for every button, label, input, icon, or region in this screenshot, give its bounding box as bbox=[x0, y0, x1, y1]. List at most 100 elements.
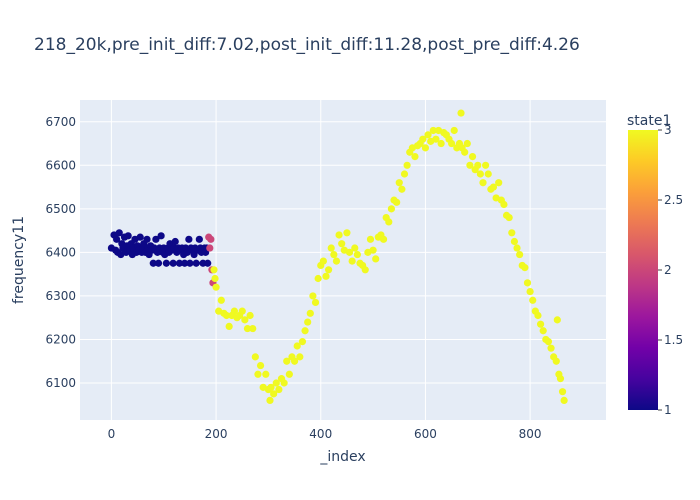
data-point bbox=[523, 279, 532, 287]
data-point bbox=[510, 237, 519, 246]
data-point bbox=[283, 357, 291, 365]
data-point bbox=[185, 235, 193, 243]
data-point bbox=[210, 266, 218, 274]
data-point bbox=[192, 259, 200, 267]
x-tick-label: 0 bbox=[108, 427, 116, 441]
data-point bbox=[419, 135, 427, 143]
x-tick-label: 800 bbox=[519, 427, 542, 441]
data-point bbox=[411, 152, 419, 161]
data-point bbox=[204, 259, 212, 267]
data-point bbox=[195, 235, 203, 243]
data-point bbox=[241, 316, 249, 324]
data-point bbox=[175, 259, 184, 267]
data-point bbox=[474, 161, 482, 169]
data-point bbox=[298, 338, 307, 346]
data-point bbox=[275, 385, 283, 394]
data-point bbox=[225, 322, 233, 330]
data-point bbox=[327, 244, 335, 252]
data-point bbox=[143, 235, 151, 243]
data-point bbox=[516, 250, 524, 259]
data-point bbox=[186, 259, 194, 267]
data-point bbox=[484, 170, 492, 178]
data-point bbox=[393, 198, 401, 206]
data-point bbox=[270, 390, 278, 398]
data-point bbox=[290, 357, 299, 365]
x-tick-label: 400 bbox=[309, 427, 332, 441]
data-point bbox=[395, 179, 403, 187]
data-point bbox=[424, 131, 432, 139]
data-point bbox=[249, 324, 257, 333]
data-point bbox=[330, 250, 338, 259]
data-point bbox=[322, 272, 330, 280]
data-point bbox=[421, 144, 430, 152]
data-point bbox=[468, 152, 477, 161]
colorbar-tick-label: 1.5 bbox=[664, 333, 683, 347]
data-point bbox=[243, 324, 252, 333]
x-tick-labels: 0 200 400 600 800 bbox=[108, 427, 542, 441]
data-point bbox=[526, 287, 534, 296]
data-point bbox=[211, 274, 219, 283]
data-point bbox=[296, 353, 304, 361]
data-point bbox=[479, 179, 487, 187]
data-point bbox=[256, 361, 265, 370]
data-point bbox=[262, 370, 270, 378]
data-point bbox=[432, 135, 440, 143]
data-point bbox=[558, 388, 567, 396]
data-point bbox=[353, 250, 361, 259]
data-point bbox=[246, 311, 254, 320]
data-point bbox=[505, 213, 513, 222]
data-point bbox=[238, 307, 246, 315]
colorbar-tick-label: 2.5 bbox=[664, 193, 683, 207]
data-point bbox=[387, 205, 396, 213]
data-point bbox=[152, 235, 160, 243]
data-point bbox=[285, 370, 293, 378]
data-point bbox=[280, 379, 288, 387]
y-tick-label: 6400 bbox=[45, 245, 76, 259]
data-point bbox=[448, 139, 456, 148]
data-point bbox=[181, 259, 189, 267]
data-point bbox=[553, 316, 561, 324]
data-point bbox=[379, 235, 388, 243]
data-point bbox=[113, 235, 121, 243]
data-point bbox=[171, 237, 179, 246]
data-point bbox=[560, 396, 568, 405]
data-point bbox=[500, 200, 508, 209]
data-point bbox=[332, 257, 341, 265]
data-point bbox=[272, 379, 280, 387]
x-tick-label: 200 bbox=[205, 427, 228, 441]
data-point bbox=[463, 139, 471, 148]
data-point bbox=[476, 170, 484, 178]
data-point bbox=[400, 170, 409, 178]
points-layer bbox=[107, 109, 568, 405]
data-point bbox=[372, 255, 380, 263]
colorbar-tick-label: 1 bbox=[664, 403, 672, 417]
data-point bbox=[222, 311, 231, 320]
data-point bbox=[351, 244, 359, 252]
data-point bbox=[267, 383, 275, 391]
data-point bbox=[547, 344, 555, 352]
colorbar bbox=[628, 130, 658, 410]
data-point bbox=[338, 240, 346, 248]
data-point bbox=[361, 266, 369, 274]
data-point bbox=[539, 327, 547, 335]
data-point bbox=[314, 274, 322, 283]
data-point bbox=[461, 148, 469, 156]
y-tick-label: 6200 bbox=[45, 332, 76, 346]
x-axis-title: _index bbox=[319, 449, 365, 465]
colorbar-title: state1 bbox=[627, 113, 671, 129]
data-point bbox=[157, 232, 165, 240]
data-point bbox=[482, 161, 490, 169]
data-point bbox=[266, 396, 274, 405]
data-point bbox=[254, 370, 262, 378]
data-point bbox=[325, 266, 333, 274]
y-axis-title: frequency11 bbox=[11, 216, 27, 304]
data-point bbox=[207, 235, 215, 243]
data-point bbox=[513, 244, 521, 252]
data-point bbox=[495, 179, 503, 187]
data-point bbox=[345, 248, 354, 256]
y-tick-label: 6700 bbox=[45, 115, 76, 129]
data-point bbox=[162, 259, 170, 267]
data-point bbox=[149, 259, 157, 267]
data-point bbox=[293, 342, 301, 350]
